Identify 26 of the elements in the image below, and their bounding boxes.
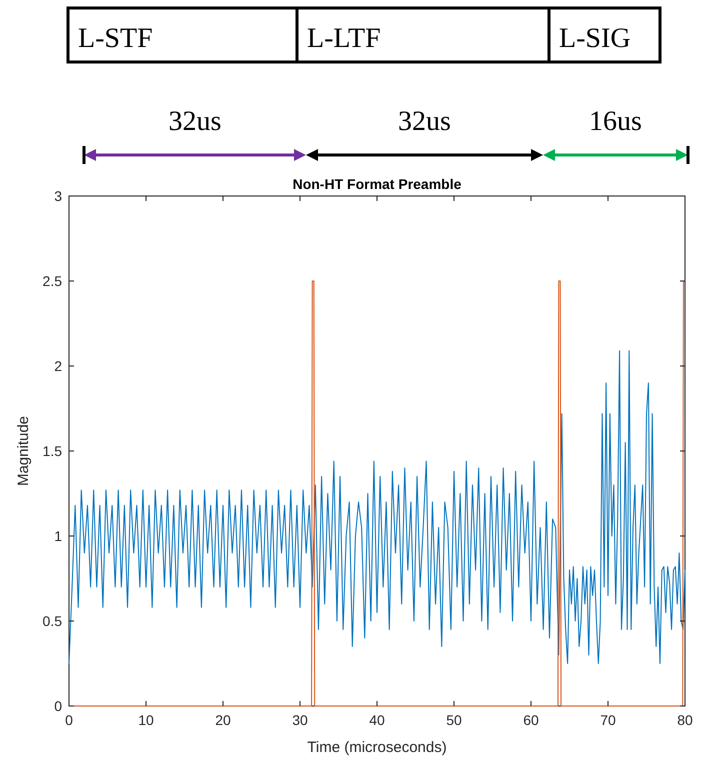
y-tick-label: 1.5 xyxy=(42,443,62,459)
x-tick-label: 30 xyxy=(292,712,308,728)
text: 32us xyxy=(168,106,222,137)
y-tick-label: 2 xyxy=(54,358,62,374)
x-tick-label: 80 xyxy=(677,712,693,728)
text: L-SIG xyxy=(559,23,631,54)
x-tick-label: 70 xyxy=(600,712,616,728)
text: 32us xyxy=(398,106,451,137)
y-tick-label: 1 xyxy=(54,528,62,544)
x-tick-label: 20 xyxy=(215,712,231,728)
y-tick-label: 0.5 xyxy=(42,613,62,629)
y-tick-label: 3 xyxy=(54,188,62,204)
y-tick-label: 2.5 xyxy=(42,273,62,289)
chart-title: Non-HT Format Preamble xyxy=(292,176,462,192)
x-axis-title: Time (microseconds) xyxy=(307,739,447,756)
y-tick-label: 0 xyxy=(54,698,62,714)
x-tick-label: 60 xyxy=(523,712,539,728)
y-axis-title: Magnitude xyxy=(15,416,32,486)
x-tick-label: 50 xyxy=(446,712,462,728)
text: L-LTF xyxy=(307,23,381,54)
text: L-STF xyxy=(78,23,153,54)
text: 16us xyxy=(589,106,642,137)
line-series xyxy=(68,350,686,664)
x-tick-label: 0 xyxy=(65,712,74,728)
x-tick-label: 10 xyxy=(138,712,154,728)
x-tick-label: 40 xyxy=(369,712,385,728)
